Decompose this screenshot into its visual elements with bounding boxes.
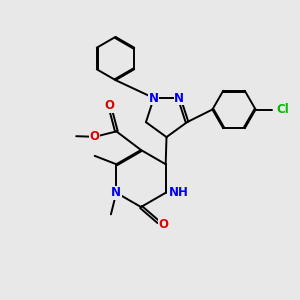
Text: N: N — [111, 186, 121, 199]
Text: Cl: Cl — [276, 103, 289, 116]
Text: O: O — [159, 218, 169, 231]
Text: N: N — [149, 92, 159, 104]
Text: N: N — [174, 92, 184, 104]
Text: O: O — [90, 130, 100, 143]
Text: NH: NH — [169, 186, 189, 199]
Text: O: O — [104, 99, 115, 112]
